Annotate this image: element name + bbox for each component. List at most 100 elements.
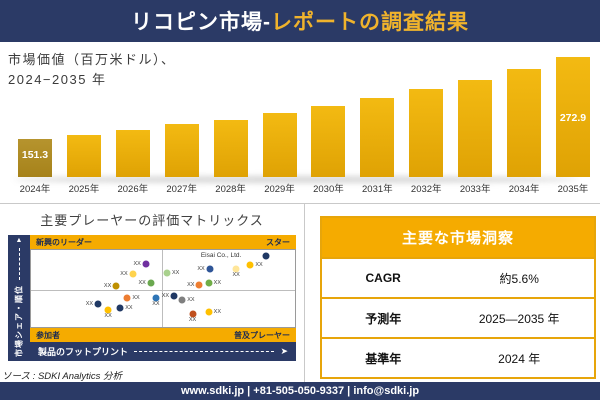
footer-contact-bar: www.sdki.jp | +81-505-050-9337 | info@sd… (0, 382, 600, 400)
bar-column: 2026年 (115, 130, 150, 195)
chart-subtitle-line2: 2024−2035 年 (8, 71, 107, 87)
footer-contact-text: www.sdki.jp | +81-505-050-9337 | info@sd… (180, 385, 420, 397)
matrix-plot: Eisai Co., Ltd. XX XX XX XX XX XX XX XX XX XX XX XX… (30, 249, 296, 328)
bar-2035年: 272.9 (555, 57, 590, 177)
bar-column: 2027年 (164, 124, 199, 195)
matrix-point (195, 281, 203, 289)
report-header: リコピン市場- レポートの調査結果 (0, 0, 600, 42)
bar-2032年 (409, 89, 444, 177)
y-axis-dashed-line (19, 248, 20, 280)
matrix-point (142, 260, 150, 268)
quadrant-label-pervasive-players: 普及プレーヤー (234, 330, 290, 340)
matrix-point-label: XX (213, 280, 222, 287)
quadrant-label-star: スター (266, 237, 290, 247)
matrix-point (112, 282, 120, 290)
bar-2026年 (115, 130, 150, 177)
bar-year-label: 2035年 (557, 184, 589, 195)
matrix-point-label: XX (152, 300, 160, 307)
matrix-point (205, 279, 213, 287)
matrix-point-label: XX (187, 296, 195, 303)
insights-row-label: 基準年 (365, 351, 402, 366)
matrix-point-label: XX (171, 270, 180, 277)
matrix-point (178, 296, 186, 304)
bar-year-label: 2030年 (313, 184, 344, 195)
bar-chart-bars: 151.3 2024年 2025年 2026年 2027年 2028年 2029年 2030年… (18, 57, 590, 195)
matrix-point (246, 261, 254, 269)
bar-value-label: 151.3 (21, 149, 49, 161)
matrix-point-label: XX (255, 261, 263, 268)
matrix-point-label: XX (187, 282, 195, 289)
matrix-point-label: XX (132, 294, 140, 301)
matrix-x-axis-label: 製品のフットプリント (38, 347, 129, 357)
report-title-suffix: レポートの調査結果 (271, 11, 469, 34)
bar-2030年 (311, 106, 346, 177)
insights-row-value: 2024 年 (498, 351, 541, 366)
market-value-bar-chart: 市場価値（百万米ドル）、 2024−2035 年 151.3 2024年 2025年… (0, 42, 600, 203)
x-axis-dashed-line (134, 351, 275, 352)
quadrant-label-participants: 参加者 (36, 330, 60, 340)
bar-2024年: 151.3 (18, 139, 52, 177)
matrix-point-label: XX (133, 260, 141, 267)
matrix-y-axis-label: 市場シェア・順位 (14, 285, 24, 357)
matrix-point-label: XX (197, 266, 205, 273)
matrix-point (205, 308, 213, 316)
matrix-point (262, 252, 270, 260)
matrix-point-label: XX (161, 292, 170, 299)
matrix-point-label: XX (232, 272, 240, 279)
report-title-prefix: リコピン市場- (131, 11, 271, 34)
matrix-point (163, 269, 171, 277)
matrix-bottom-band: 参加者 普及プレーヤー (30, 328, 296, 342)
bar-year-label: 2033年 (459, 184, 491, 195)
matrix-point (152, 294, 160, 302)
matrix-point (170, 292, 178, 300)
quadrant-label-emerging-leaders: 新興のリーダー (36, 237, 92, 247)
insights-table-body: CAGR 約5.6% 予測年 2025—2035 年基準年 2024 年 (322, 257, 594, 377)
matrix-point (232, 265, 240, 273)
insights-row-value: 2025—2035 年 (478, 311, 560, 326)
bar-year-label: 2029年 (264, 184, 295, 195)
bar-2031年 (360, 98, 395, 177)
bar-shadow (14, 176, 578, 183)
matrix-title: 主要プレーヤーの評価マトリックス (40, 213, 264, 228)
matrix-point (123, 294, 131, 302)
bar-year-label: 2031年 (362, 184, 393, 195)
bar-year-label: 2028年 (215, 184, 246, 195)
quadrant-divider-horizontal (31, 290, 295, 292)
matrix-y-axis-band: ▲ 市場シェア・順位 (8, 235, 30, 361)
insights-row: CAGR 約5.6% (322, 257, 594, 297)
insights-row: 基準年 2024 年 (322, 337, 594, 377)
matrix-point-label: XX (120, 271, 128, 278)
bar-year-label: 2032年 (410, 184, 442, 195)
source-note: ソース : SDKI Analytics 分析 (2, 371, 123, 382)
matrix-point-label: XX (188, 317, 197, 324)
bar-column: 2031年 (360, 98, 395, 195)
insights-row-label: CAGR (365, 271, 401, 285)
matrix-point (116, 304, 124, 312)
bar-2033年 (458, 80, 493, 177)
bar-2034年 (507, 69, 542, 177)
matrix-point (104, 306, 112, 314)
bar-column: 2032年 (409, 89, 444, 195)
matrix-point (189, 310, 197, 318)
bar-year-label: 2027年 (166, 184, 198, 195)
bar-year-label: 2026年 (117, 184, 149, 195)
matrix-point-label: XX (104, 313, 112, 320)
player-evaluation-matrix-panel: 主要プレーヤーの評価マトリックス ▲ 市場シェア・順位 新興のリーダー スター … (0, 204, 305, 382)
right-arrow-icon: ➤ (280, 346, 288, 356)
bar-column: 2034年 (507, 69, 542, 195)
matrix-x-axis-band: 製品のフットプリント ➤ (30, 342, 296, 361)
matrix-point-label: XX (125, 304, 133, 311)
matrix-top-band: 新興のリーダー スター (30, 235, 296, 249)
bar-column: 2033年 (458, 80, 493, 195)
matrix-point-label: XX (103, 283, 112, 290)
insights-row-label: 予測年 (365, 311, 402, 326)
matrix-point (147, 279, 155, 287)
chart-subtitle: 市場価値（百万米ドル）、 2024−2035 年 (8, 50, 176, 89)
bar-value-label: 272.9 (559, 112, 587, 124)
highlighted-company-label: Eisai Co., Ltd. (200, 252, 242, 260)
bar-column: 2025年 (66, 135, 101, 195)
insights-row-value: 約5.6% (499, 271, 539, 286)
matrix-point-label: XX (138, 280, 146, 287)
chart-subtitle-line1: 市場価値（百万米ドル）、 (8, 52, 176, 67)
insights-table-title: 主要な市場洞察 (322, 218, 594, 257)
